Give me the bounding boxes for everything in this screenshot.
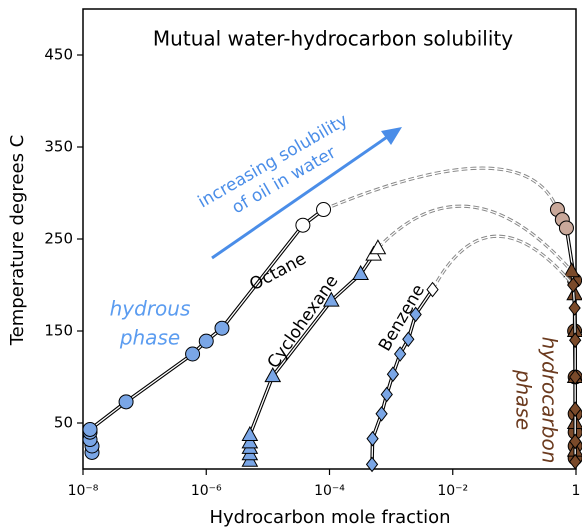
x-tick-label: 1 bbox=[572, 483, 581, 499]
x-tick-label: 10⁻⁴ bbox=[314, 483, 345, 499]
data-point bbox=[214, 320, 230, 336]
annotation: hydrous bbox=[110, 297, 191, 321]
plot bbox=[82, 166, 582, 473]
x-tick-label: 10⁻⁸ bbox=[68, 483, 99, 499]
x-tick-label: 10⁻⁶ bbox=[191, 483, 222, 499]
y-tick-label: 350 bbox=[44, 138, 73, 156]
data-point bbox=[241, 425, 259, 441]
data-point bbox=[322, 291, 340, 307]
data-point bbox=[118, 394, 134, 410]
data-point bbox=[569, 401, 582, 418]
y-tick-label: 150 bbox=[44, 322, 73, 340]
data-point bbox=[386, 366, 400, 383]
y-tick-label: 250 bbox=[44, 230, 73, 248]
data-point bbox=[82, 421, 98, 437]
data-point bbox=[409, 306, 422, 323]
plot-frame bbox=[82, 8, 577, 470]
annotation: hydrocarbon bbox=[538, 337, 562, 464]
y-axis-label: Temperature degrees C bbox=[7, 135, 28, 347]
data-point bbox=[569, 433, 582, 450]
data-point bbox=[366, 430, 379, 447]
dome-curve-inner bbox=[323, 167, 559, 211]
x-axis-label: Hydrocarbon mole fraction bbox=[209, 507, 450, 528]
y-tick-label: 50 bbox=[54, 414, 73, 432]
annotation: phase bbox=[119, 326, 180, 350]
data-point bbox=[316, 202, 332, 218]
data-point bbox=[295, 217, 311, 233]
x-tick-label: 10⁻² bbox=[437, 483, 468, 499]
data-point bbox=[198, 333, 214, 349]
data-point bbox=[365, 456, 379, 473]
annotation: phase bbox=[512, 369, 536, 430]
data-point bbox=[569, 369, 582, 385]
data-point bbox=[558, 220, 574, 236]
dome-curve-inner bbox=[377, 205, 573, 272]
data-point bbox=[567, 277, 580, 293]
data-point bbox=[375, 405, 388, 422]
chart-title: Mutual water-hydrocarbon solubility bbox=[153, 27, 513, 51]
arrow-head bbox=[381, 127, 402, 145]
data-point bbox=[569, 332, 582, 349]
data-point bbox=[426, 281, 439, 298]
data-point bbox=[402, 331, 415, 348]
data-point bbox=[569, 453, 582, 470]
data-point bbox=[369, 239, 387, 255]
data-point bbox=[185, 346, 201, 362]
arrow bbox=[211, 133, 391, 260]
data-point bbox=[380, 386, 393, 403]
dome-curve-inner bbox=[432, 235, 574, 290]
y-tick-label: 450 bbox=[44, 46, 73, 64]
data-point bbox=[264, 367, 282, 383]
data-point bbox=[563, 262, 581, 278]
data-point bbox=[352, 264, 369, 280]
data-point bbox=[241, 433, 259, 449]
data-point bbox=[568, 300, 581, 316]
data-point bbox=[393, 346, 407, 362]
